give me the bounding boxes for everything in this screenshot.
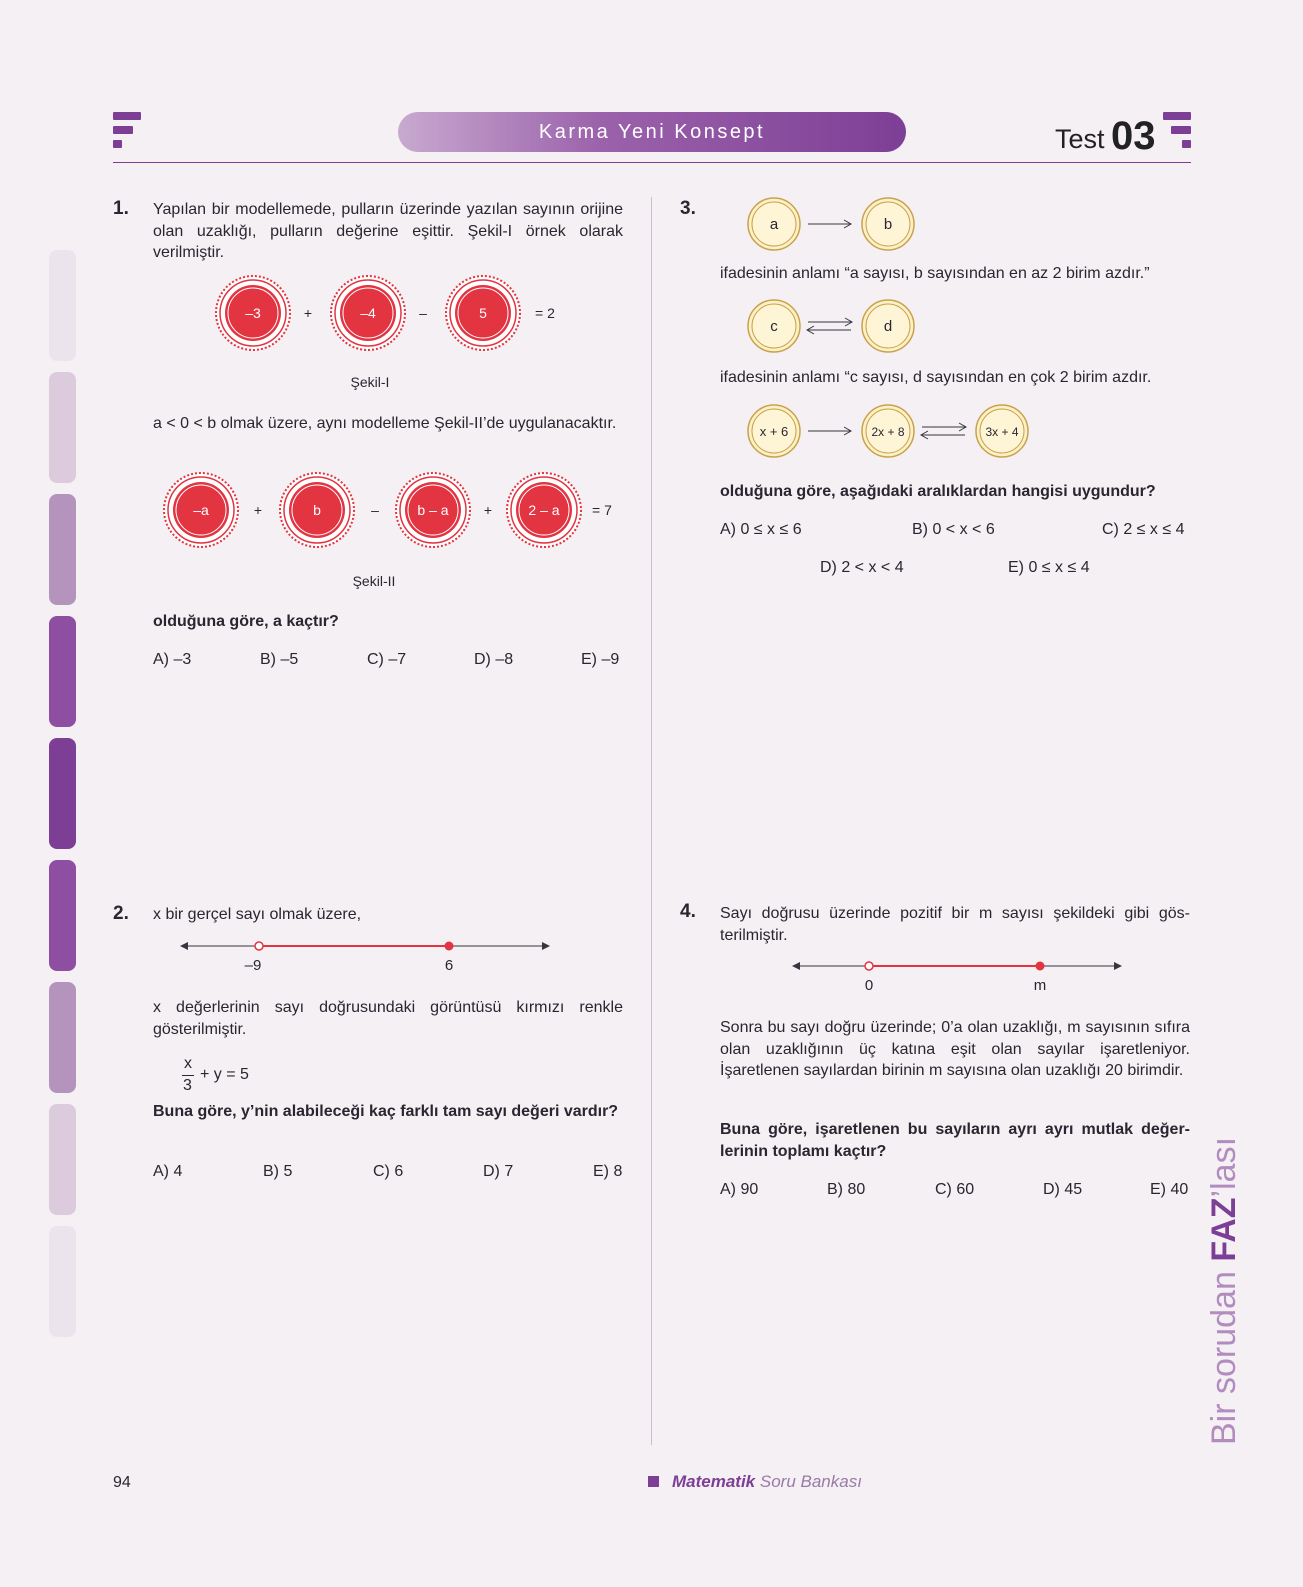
fraction-numerator: x [184, 1055, 192, 1072]
test-label: Test [1055, 124, 1105, 154]
section-banner: Karma Yeni Konsept [398, 112, 906, 152]
closed-point [444, 941, 454, 951]
right-label: 6 [445, 957, 453, 974]
figure-2: –a + b – b – a + 2 – a = 7 Şekil-II [163, 472, 612, 589]
option-c[interactable]: C) –7 [367, 651, 407, 668]
brand-rest: Soru Bankası [759, 1472, 862, 1491]
column-divider [651, 197, 652, 1445]
option-d[interactable]: D) 7 [483, 1163, 514, 1180]
question-text: a < 0 < b olmak üzere, aynı modelleme Şe… [153, 415, 617, 432]
question-number: 3. [680, 198, 696, 219]
option-a[interactable]: A) 0 ≤ x ≤ 6 [720, 521, 802, 538]
node-label: 2x + 8 [871, 425, 904, 439]
option-e[interactable]: E) 8 [593, 1163, 623, 1180]
question-prompt: olduğuna göre, a kaçtır? [153, 613, 339, 630]
question-text: Yapılan bir modellemede, pulların üzerin… [153, 201, 623, 261]
chip-label: –3 [245, 305, 261, 321]
open-point [864, 961, 874, 971]
footer-brand: Matematik Soru Bankası [672, 1472, 862, 1492]
left-label: 0 [865, 977, 873, 994]
header-rule [113, 162, 1191, 163]
option-b[interactable]: B) 5 [263, 1163, 293, 1180]
question-text: x değerlerinin sayı doğrusundaki görüntü… [153, 999, 623, 1038]
node-label: x + 6 [760, 424, 789, 439]
option-d[interactable]: D) 2 < x < 4 [820, 559, 904, 576]
option-e[interactable]: E) 0 ≤ x ≤ 4 [1008, 559, 1090, 576]
side-title-highlight: FAZ [1205, 1197, 1243, 1262]
operator: + [254, 502, 262, 518]
option-d[interactable]: D) 45 [1043, 1181, 1083, 1198]
option-e[interactable]: E) –9 [581, 651, 620, 668]
option-c[interactable]: C) 60 [935, 1181, 975, 1198]
option-c[interactable]: C) 2 ≤ x ≤ 4 [1102, 521, 1185, 538]
option-b[interactable]: B) –5 [260, 651, 299, 668]
option-e[interactable]: E) 40 [1150, 1181, 1189, 1198]
side-title-prefix: Bir sorudan [1205, 1261, 1243, 1445]
question-text: x bir gerçel sayı olmak üzere, [153, 906, 362, 923]
question-prompt: Buna göre, y’nin alabileceği kaç farklı … [153, 1103, 619, 1120]
page-number: 94 [113, 1474, 131, 1491]
question-number: 4. [680, 901, 696, 922]
right-label: m [1034, 977, 1047, 994]
chip-label: 2 – a [528, 502, 559, 518]
result: = 7 [592, 502, 612, 518]
open-point [254, 941, 264, 951]
side-title: Bir sorudan FAZ’lası [1205, 1137, 1244, 1445]
fraction-bar [182, 1075, 194, 1076]
relation-diagram-3: x + 6 2x + 8 3x + 4 [747, 404, 1029, 458]
closed-point [1035, 961, 1045, 971]
operator: + [304, 305, 312, 321]
option-a[interactable]: A) –3 [153, 651, 192, 668]
operator: + [484, 502, 492, 518]
chip-label: 5 [479, 305, 487, 321]
chip-label: –4 [360, 305, 376, 321]
question-text: Sonra bu sayı doğru üzerinde; 0’a olan u… [720, 1019, 1190, 1079]
relation-text: ifadesinin anlamı “a sayısı, b sayısında… [720, 265, 1150, 282]
node-label: 3x + 4 [985, 425, 1018, 439]
option-a[interactable]: A) 90 [720, 1181, 759, 1198]
test-number: 03 [1111, 114, 1156, 158]
operator: – [419, 305, 427, 321]
figure-caption: Şekil-I [351, 374, 390, 390]
question-number: 2. [113, 903, 129, 924]
question-prompt: olduğuna göre, aşağıdaki aralıklardan ha… [720, 483, 1156, 500]
equation-rest: + y = 5 [200, 1066, 249, 1083]
number-line: 0 m [792, 961, 1122, 994]
node-label: c [770, 318, 778, 335]
figure-1: –3 + –4 – 5 = 2 Şekil-I [215, 275, 555, 390]
number-line: –9 6 [180, 941, 550, 974]
node-label: b [884, 216, 892, 233]
option-b[interactable]: B) 80 [827, 1181, 866, 1198]
left-label: –9 [245, 957, 262, 974]
chip-label: b [313, 502, 321, 518]
relation-diagram-1: a b [747, 197, 915, 251]
relation-text: ifadesinin anlamı “c sayısı, d sayısında… [720, 369, 1152, 386]
result: = 2 [535, 305, 555, 321]
chip-label: –a [193, 502, 209, 518]
figure-caption: Şekil-II [353, 573, 396, 589]
node-label: d [884, 318, 892, 335]
operator: – [371, 502, 379, 518]
option-b[interactable]: B) 0 < x < 6 [912, 521, 995, 538]
option-a[interactable]: A) 4 [153, 1163, 183, 1180]
question-number: 1. [113, 198, 129, 219]
fraction-denominator: 3 [183, 1077, 192, 1094]
question-prompt: Buna göre, işaretlenen bu sayıların ayrı… [720, 1121, 1190, 1160]
chip-label: b – a [417, 502, 448, 518]
footer-square-icon [648, 1476, 659, 1487]
relation-diagram-2: c d [747, 299, 915, 353]
side-title-suffix: ’lası [1205, 1136, 1243, 1198]
option-d[interactable]: D) –8 [474, 651, 514, 668]
option-c[interactable]: C) 6 [373, 1163, 404, 1180]
brand-bold: Matematik [672, 1472, 756, 1491]
node-label: a [770, 216, 779, 233]
question-text: Sayı doğrusu üzerinde pozitif bir m sayı… [720, 905, 1190, 944]
